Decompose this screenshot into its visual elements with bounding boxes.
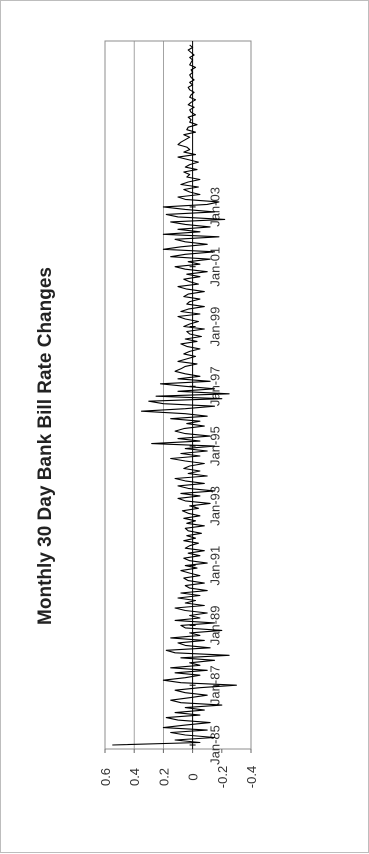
y-tick-label: 0.2	[156, 768, 171, 786]
y-tick-label: 0.6	[98, 768, 113, 786]
x-tick-label: Jan-87	[208, 665, 223, 705]
x-tick-label: Jan-93	[208, 486, 223, 526]
x-tick-label: Jan-89	[208, 606, 223, 646]
y-tick-label: 0.4	[127, 768, 142, 786]
rate-change-series-line	[112, 44, 237, 746]
y-axis-ticks: 0.6 0.4 0.2 0 -0.2 -0.4	[98, 749, 259, 788]
x-axis-ticks: Jan-85 Jan-87 Jan-89 Jan-91 Jan-93 Jan-95 Jan-…	[189, 187, 223, 765]
x-tick-label: Jan-91	[208, 546, 223, 586]
x-tick-label: Jan-99	[208, 307, 223, 347]
y-tick-label: 0	[186, 773, 201, 780]
chart-title: Monthly 30 Day Bank Bill Rate Changes	[35, 267, 56, 625]
x-tick-label: Jan-95	[208, 426, 223, 466]
x-tick-label: Jan-03	[208, 187, 223, 227]
x-tick-label: Jan-97	[208, 366, 223, 406]
series-group	[112, 44, 237, 746]
y-tick-label: -0.4	[244, 766, 259, 788]
x-tick-label: Jan-01	[208, 247, 223, 287]
x-tick-label: Jan-85	[208, 725, 223, 765]
y-tick-label: -0.2	[215, 766, 230, 788]
